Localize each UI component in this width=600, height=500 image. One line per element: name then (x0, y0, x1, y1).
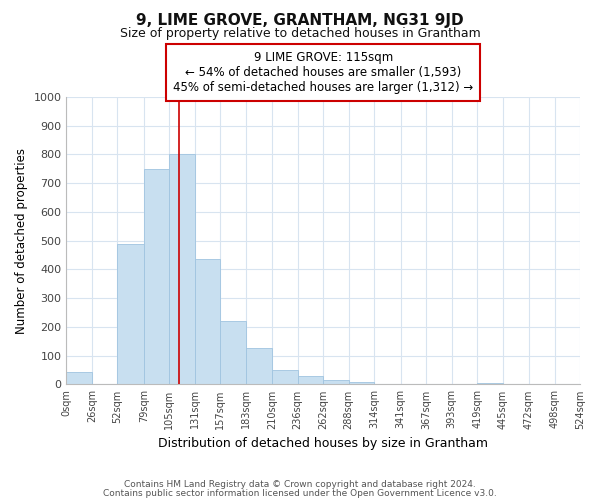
Text: 9 LIME GROVE: 115sqm
← 54% of detached houses are smaller (1,593)
45% of semi-de: 9 LIME GROVE: 115sqm ← 54% of detached h… (173, 51, 473, 94)
Bar (195, 260, 220, 384)
Text: Size of property relative to detached houses in Grantham: Size of property relative to detached ho… (119, 28, 481, 40)
Bar (298, 376, 323, 384)
Bar (323, 380, 349, 384)
Bar (272, 370, 298, 384)
Bar (118, 244, 144, 384)
X-axis label: Distribution of detached houses by size in Grantham: Distribution of detached houses by size … (158, 437, 488, 450)
Text: 9, LIME GROVE, GRANTHAM, NG31 9JD: 9, LIME GROVE, GRANTHAM, NG31 9JD (136, 12, 464, 28)
Bar (220, 321, 246, 384)
Bar (477, 383, 503, 384)
Bar (349, 382, 374, 384)
Bar (67, 372, 92, 384)
Text: Contains public sector information licensed under the Open Government Licence v3: Contains public sector information licen… (103, 488, 497, 498)
Bar (169, 154, 195, 384)
Y-axis label: Number of detached properties: Number of detached properties (15, 148, 28, 334)
Bar (246, 348, 272, 384)
Text: Contains HM Land Registry data © Crown copyright and database right 2024.: Contains HM Land Registry data © Crown c… (124, 480, 476, 489)
Bar (144, 168, 169, 384)
